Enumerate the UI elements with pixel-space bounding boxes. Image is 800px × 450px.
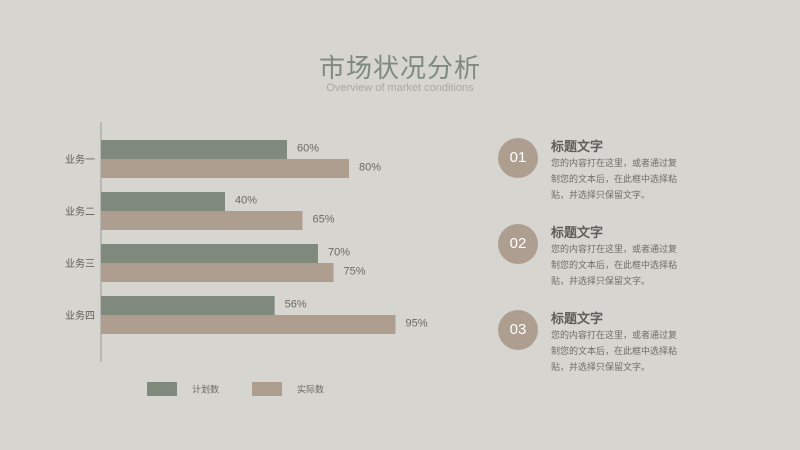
number-badge: 01: [498, 138, 538, 178]
item-text: 您的内容打在这里，或者通过复制您的文本后，在此框中选择粘贴，并选择只保留文字。: [551, 245, 678, 287]
number-badge: 03: [498, 310, 538, 350]
data-label: 56%: [285, 298, 307, 310]
data-label: 40%: [235, 194, 257, 206]
item-title: 标题文字: [551, 140, 604, 155]
bar-plan: [101, 244, 318, 263]
item-title: 标题文字: [551, 312, 604, 327]
data-label: 75%: [344, 265, 366, 277]
category-label: 业务一: [65, 153, 95, 166]
category-label: 业务四: [65, 309, 95, 322]
data-label: 80%: [359, 161, 381, 173]
bar-actual: [101, 263, 334, 282]
bar-plan: [101, 140, 287, 159]
bar-plan: [101, 296, 275, 315]
category-label: 业务三: [65, 257, 95, 270]
bar-actual: [101, 315, 396, 334]
bar-actual: [101, 159, 349, 178]
item-text: 您的内容打在这里，或者通过复制您的文本后，在此框中选择粘贴，并选择只保留文字。: [551, 331, 678, 373]
item-title: 标题文字: [551, 226, 604, 241]
legend-label: 实际数: [297, 384, 324, 396]
bar-plan: [101, 192, 225, 211]
category-label: 业务二: [65, 205, 95, 218]
page-title: 市场状况分析: [318, 54, 481, 84]
data-label: 95%: [406, 317, 428, 329]
page-subtitle: Overview of market conditions: [326, 82, 474, 94]
data-label: 70%: [328, 246, 350, 258]
item-text: 您的内容打在这里，或者通过复制您的文本后，在此框中选择粘贴，并选择只保留文字。: [551, 159, 678, 201]
number-badge: 02: [498, 224, 538, 264]
bar-actual: [101, 211, 303, 230]
legend-label: 计划数: [192, 384, 219, 396]
legend-swatch: [252, 382, 282, 396]
data-label: 60%: [297, 142, 319, 154]
legend-swatch: [147, 382, 177, 396]
data-label: 65%: [313, 213, 335, 225]
